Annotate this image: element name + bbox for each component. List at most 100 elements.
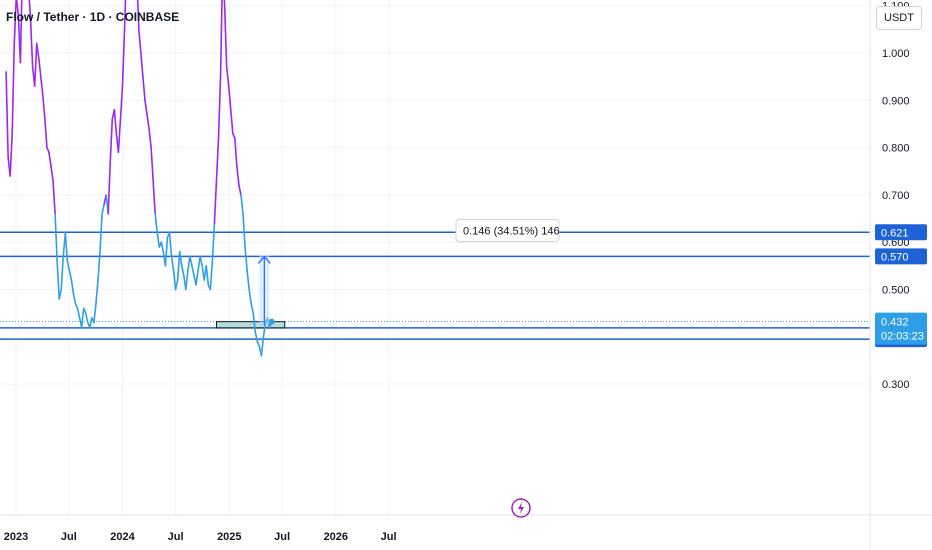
price-line-segment bbox=[121, 28, 126, 87]
price-line-segment bbox=[68, 269, 73, 281]
price-line-segment bbox=[238, 184, 242, 196]
horizontal-levels[interactable] bbox=[0, 231, 870, 340]
price-line-segment bbox=[185, 269, 189, 291]
level-badge-0570-bg bbox=[875, 248, 927, 265]
price-line-segment bbox=[199, 255, 203, 267]
price-line-segment bbox=[144, 99, 148, 116]
support-zone-rect[interactable] bbox=[215, 321, 286, 329]
price-line-segment bbox=[197, 255, 201, 272]
price-line-segment bbox=[256, 340, 261, 348]
price-line-segment bbox=[119, 85, 124, 121]
time-tick-label: 2023 bbox=[4, 531, 28, 543]
price-line-segment bbox=[252, 312, 257, 333]
lightning-icon[interactable] bbox=[511, 498, 531, 518]
price-line-segment bbox=[189, 255, 193, 267]
measure-arrowhead bbox=[257, 255, 271, 264]
price-line-segment bbox=[168, 231, 173, 258]
price-line-segment bbox=[33, 42, 38, 87]
lightning-bolt bbox=[518, 502, 524, 514]
last-price-dot bbox=[268, 318, 275, 325]
measure-label: 0.146 (34.51%) 146 bbox=[463, 225, 560, 237]
price-tick-label: 0.500 bbox=[882, 285, 910, 297]
price-line-segment bbox=[11, 42, 16, 135]
price-line-segment bbox=[180, 265, 185, 277]
chart-grid bbox=[0, 0, 870, 515]
price-line-segment bbox=[50, 165, 54, 182]
price-line-segment bbox=[152, 179, 156, 215]
price-line-segment bbox=[242, 213, 246, 248]
price-line-segment bbox=[56, 260, 60, 300]
price-line-segment bbox=[9, 132, 14, 177]
price-line-segment bbox=[13, 0, 17, 45]
price-tick-label: 0.800 bbox=[882, 143, 910, 155]
last-price-badge: 0.432 bbox=[881, 317, 909, 329]
price-line-segment bbox=[146, 113, 150, 130]
price-line-segment bbox=[117, 118, 122, 154]
price-line-segment bbox=[170, 255, 175, 272]
price-line-segment bbox=[229, 108, 234, 135]
price-line-segment bbox=[123, 0, 127, 31]
price-line-segment bbox=[225, 66, 230, 87]
symbol-title[interactable]: Flow / Tether · 1D · COINBASE bbox=[6, 10, 180, 24]
price-line-segment bbox=[156, 231, 161, 248]
price-line-segment bbox=[74, 302, 79, 310]
price-line-segment bbox=[107, 160, 112, 215]
price-line-segment bbox=[28, 0, 32, 21]
price-line-segment bbox=[213, 179, 218, 225]
time-tick-label: 2025 bbox=[217, 531, 241, 543]
price-line-segment bbox=[138, 28, 142, 54]
price-line-segment bbox=[40, 75, 44, 97]
price-line-segment bbox=[246, 269, 250, 291]
price-line-segment bbox=[42, 94, 46, 121]
price-line-segment bbox=[44, 118, 48, 149]
price-line-segment bbox=[76, 307, 81, 319]
price-line-segment bbox=[172, 269, 177, 291]
price-line-segment bbox=[82, 307, 87, 314]
price-line-segment bbox=[232, 132, 236, 139]
price-line-segment bbox=[187, 255, 191, 272]
time-tick-label: 2026 bbox=[324, 531, 348, 543]
currency-button[interactable]: USDT bbox=[876, 6, 922, 30]
price-line-segment bbox=[154, 213, 159, 234]
price-range-measure[interactable]: 0.146 (34.51%) 146 bbox=[257, 218, 560, 325]
price-line-segment bbox=[35, 42, 40, 59]
price-line-segment bbox=[236, 165, 240, 187]
price-line-segment bbox=[84, 312, 89, 324]
price-line-segment bbox=[262, 321, 267, 338]
price-line-segment bbox=[223, 4, 228, 68]
countdown-badge: 02:03:23 bbox=[881, 331, 924, 343]
price-line-segment bbox=[160, 241, 165, 253]
price-line-segment bbox=[142, 75, 146, 102]
time-tick-label: Jul bbox=[274, 531, 290, 543]
price-line-segment bbox=[19, 0, 23, 64]
price-line-segment bbox=[52, 179, 56, 215]
price-line-segment bbox=[227, 85, 232, 111]
price-line-segment bbox=[219, 0, 223, 78]
time-tick-label: Jul bbox=[381, 531, 397, 543]
price-line-segment bbox=[211, 222, 216, 262]
last-price-badge-bg bbox=[875, 312, 927, 345]
measure-label-box bbox=[455, 218, 560, 242]
price-line-segment bbox=[240, 194, 244, 215]
price-line-segment bbox=[254, 331, 259, 343]
price-tick-label: 0.700 bbox=[882, 190, 910, 202]
price-line-segment bbox=[205, 265, 210, 286]
price-line-segment bbox=[217, 75, 222, 139]
price-line-segment bbox=[150, 146, 154, 182]
price-line-segment bbox=[248, 288, 252, 305]
price-line-segment bbox=[195, 269, 199, 286]
level-badge-0621-bg bbox=[875, 224, 927, 241]
price-line-segment bbox=[60, 255, 65, 291]
price-tick-label: 0.300 bbox=[882, 379, 910, 391]
price-line-segment bbox=[113, 108, 118, 135]
price-line-segment bbox=[29, 19, 34, 68]
price-line-segment bbox=[148, 127, 152, 149]
price-line-segment bbox=[109, 118, 114, 163]
price-line-segment bbox=[66, 260, 71, 272]
price-line-segment bbox=[58, 288, 63, 300]
price-line-segment bbox=[64, 231, 69, 262]
rectangle-zone[interactable] bbox=[215, 321, 286, 329]
